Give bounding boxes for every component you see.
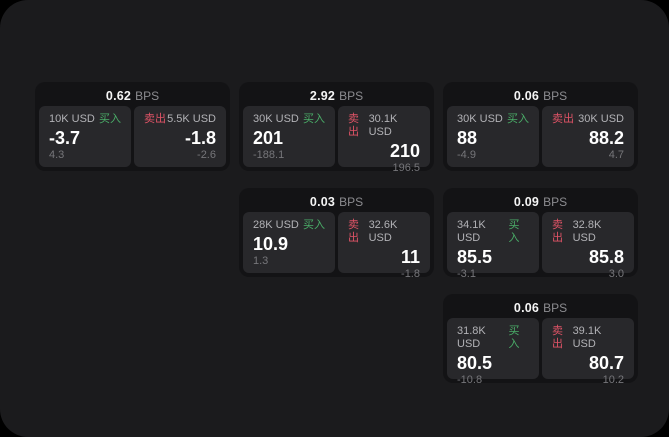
buy-label: 买入 — [303, 219, 325, 231]
quote-card-5: 0.09 BPS 34.1K USD 买入 85.5 -3.1 卖出 32.8K… — [443, 188, 638, 280]
bps-unit-label: BPS — [339, 89, 364, 103]
quote-card-4: 0.03 BPS 28K USD 买入 10.9 1.3 卖出 32.6K US… — [239, 188, 434, 280]
sell-delta: -1.8 — [401, 268, 420, 280]
sell-notional-size: 30K USD — [578, 113, 624, 125]
bps-header: 0.62 BPS — [39, 86, 226, 106]
sell-label: 卖出 — [144, 113, 166, 125]
sell-price: 11 — [400, 247, 420, 267]
sell-quote-panel[interactable]: 卖出 32.6K USD 11 -1.8 — [338, 212, 430, 280]
buy-label: 买入 — [303, 113, 325, 125]
bps-header: 0.09 BPS — [447, 192, 634, 212]
bps-value: 0.62 — [105, 89, 132, 103]
sell-price: 210 — [389, 141, 420, 161]
bps-value: 0.03 — [309, 195, 336, 209]
sell-label: 卖出 — [552, 219, 563, 244]
buy-delta: 1.3 — [253, 255, 269, 267]
buy-price: 80.5 — [457, 353, 493, 373]
buy-notional-size: 31.8K USD — [457, 325, 486, 350]
buy-price: -3.7 — [49, 128, 81, 148]
buy-label: 买入 — [508, 325, 520, 350]
sell-quote-panel[interactable]: 卖出 5.5K USD -1.8 -2.6 — [134, 106, 226, 167]
buy-notional-size: 34.1K USD — [457, 219, 486, 244]
sell-quote-panel[interactable]: 卖出 39.1K USD 80.7 10.2 — [542, 318, 634, 386]
buy-quote-panel[interactable]: 34.1K USD 买入 85.5 -3.1 — [447, 212, 539, 280]
buy-notional-size: 30K USD — [253, 113, 299, 125]
sell-delta: -2.6 — [197, 149, 216, 161]
bps-header: 0.06 BPS — [447, 86, 634, 106]
buy-quote-panel[interactable]: 31.8K USD 买入 80.5 -10.8 — [447, 318, 539, 386]
quote-card-2: 2.92 BPS 30K USD 买入 201 -188.1 卖出 30.1K … — [239, 82, 434, 174]
quote-card-1: 0.62 BPS 10K USD 买入 -3.7 4.3 卖出 5.5K USD — [35, 82, 230, 171]
bps-unit-label: BPS — [543, 301, 568, 315]
sell-label: 卖出 — [552, 113, 574, 125]
sell-notional-size: 30.1K USD — [368, 113, 398, 138]
buy-notional-size: 30K USD — [457, 113, 503, 125]
buy-price: 10.9 — [253, 234, 289, 254]
sell-delta: 10.2 — [602, 374, 624, 386]
bps-unit-label: BPS — [543, 89, 568, 103]
sell-label: 卖出 — [348, 113, 359, 138]
bps-unit-label: BPS — [339, 195, 364, 209]
buy-price: 201 — [253, 128, 284, 148]
buy-notional-size: 28K USD — [253, 219, 299, 231]
buy-price: 85.5 — [457, 247, 493, 267]
buy-notional-size: 10K USD — [49, 113, 95, 125]
buy-quote-panel[interactable]: 28K USD 买入 10.9 1.3 — [243, 212, 335, 273]
buy-label: 买入 — [99, 113, 121, 125]
quote-card-3: 0.06 BPS 30K USD 买入 88 -4.9 卖出 30K USD — [443, 82, 638, 171]
bps-value: 0.06 — [513, 89, 540, 103]
sell-quote-panel[interactable]: 卖出 30K USD 88.2 4.7 — [542, 106, 634, 167]
sell-price: 88.2 — [588, 128, 624, 148]
quote-card-6: 0.06 BPS 31.8K USD 买入 80.5 -10.8 卖出 39.1… — [443, 294, 638, 386]
buy-price: 88 — [457, 128, 478, 148]
bps-value: 0.09 — [513, 195, 540, 209]
buy-label: 买入 — [508, 219, 520, 244]
sell-quote-panel[interactable]: 卖出 32.8K USD 85.8 3.0 — [542, 212, 634, 280]
bps-header: 0.06 BPS — [447, 298, 634, 318]
sell-notional-size: 32.8K USD — [572, 219, 602, 244]
buy-delta: -3.1 — [457, 268, 476, 280]
sell-quote-panel[interactable]: 卖出 30.1K USD 210 196.5 — [338, 106, 430, 174]
buy-quote-panel[interactable]: 30K USD 买入 201 -188.1 — [243, 106, 335, 167]
sell-delta: 4.7 — [608, 149, 624, 161]
buy-quote-panel[interactable]: 10K USD 买入 -3.7 4.3 — [39, 106, 131, 167]
buy-label: 买入 — [507, 113, 529, 125]
sell-label: 卖出 — [348, 219, 359, 244]
sell-delta: 3.0 — [608, 268, 624, 280]
bps-header: 0.03 BPS — [243, 192, 430, 212]
sell-label: 卖出 — [552, 325, 563, 350]
buy-delta: -4.9 — [457, 149, 476, 161]
bps-unit-label: BPS — [543, 195, 568, 209]
sell-delta: 196.5 — [392, 162, 420, 174]
sell-price: -1.8 — [184, 128, 216, 148]
sell-notional-size: 39.1K USD — [572, 325, 602, 350]
bps-value: 0.06 — [513, 301, 540, 315]
quote-grid: 0.62 BPS 10K USD 买入 -3.7 4.3 卖出 5.5K USD — [35, 82, 638, 386]
sell-price: 85.8 — [588, 247, 624, 267]
sell-price: 80.7 — [588, 353, 624, 373]
buy-delta: 4.3 — [49, 149, 65, 161]
sell-notional-size: 32.6K USD — [368, 219, 398, 244]
sell-notional-size: 5.5K USD — [167, 113, 216, 125]
bps-value: 2.92 — [309, 89, 336, 103]
bps-unit-label: BPS — [135, 89, 160, 103]
bps-header: 2.92 BPS — [243, 86, 430, 106]
buy-quote-panel[interactable]: 30K USD 买入 88 -4.9 — [447, 106, 539, 167]
buy-delta: -10.8 — [457, 374, 483, 386]
buy-delta: -188.1 — [253, 149, 285, 161]
